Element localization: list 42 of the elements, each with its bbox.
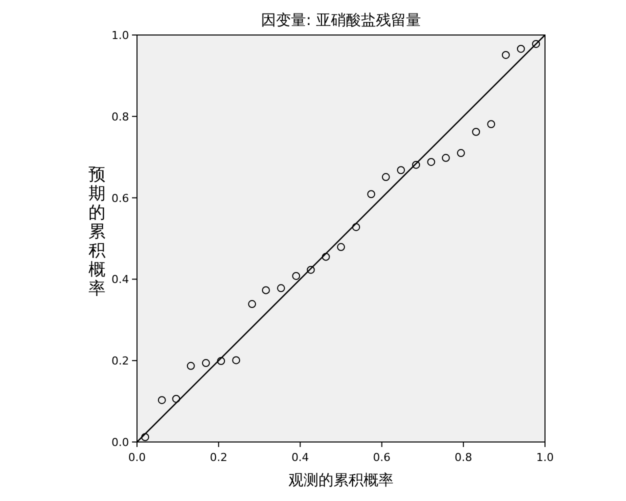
y-tick-label: 0.2 [112, 354, 129, 368]
x-tick-label: 1.0 [536, 451, 554, 464]
point [427, 158, 436, 166]
point [262, 286, 270, 294]
y-tick-label: 0.0 [112, 436, 129, 449]
chart-title: 因变量: 亚硝酸盐残留量 [261, 11, 421, 29]
point [141, 433, 150, 442]
x-tick-label: 0.0 [128, 451, 146, 464]
point [202, 359, 210, 368]
point [186, 362, 195, 370]
x-axis-title: 观测的累积概率 [288, 471, 394, 489]
point [277, 284, 286, 292]
point [502, 50, 510, 59]
point [352, 223, 360, 232]
x-tick-label: 0.8 [454, 451, 472, 464]
point [248, 300, 256, 308]
x-tick-label: 0.6 [373, 451, 391, 464]
point [532, 40, 540, 48]
point [396, 166, 405, 174]
point [172, 394, 180, 403]
point [158, 396, 166, 404]
y-tick-label: 1.0 [112, 29, 129, 42]
y-tick-label: 0.6 [112, 192, 129, 205]
point [487, 120, 496, 128]
point [232, 356, 240, 364]
y-tick-label: 0.4 [112, 273, 129, 286]
point [217, 357, 226, 366]
point [382, 173, 390, 182]
point [442, 154, 450, 162]
point [412, 160, 420, 169]
point [367, 190, 376, 198]
point [456, 149, 465, 158]
point [292, 272, 300, 280]
y-tick-label: 0.8 [112, 110, 129, 124]
point [306, 266, 315, 274]
x-tick-label: 0.4 [291, 451, 309, 464]
y-axis-title: 预期的累积概率 [88, 165, 106, 299]
point [472, 128, 480, 136]
point [337, 243, 345, 252]
point [322, 252, 330, 261]
point [516, 44, 525, 53]
x-tick-label: 0.2 [210, 451, 228, 464]
